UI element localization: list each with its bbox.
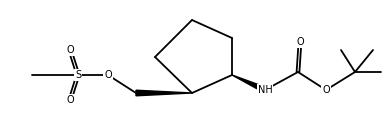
Polygon shape — [136, 90, 192, 96]
Text: O: O — [66, 95, 74, 105]
Text: NH: NH — [257, 85, 273, 95]
Polygon shape — [232, 75, 266, 93]
Text: O: O — [322, 85, 330, 95]
Text: O: O — [66, 45, 74, 55]
Text: S: S — [75, 70, 81, 80]
Text: O: O — [296, 37, 304, 47]
Text: O: O — [104, 70, 112, 80]
